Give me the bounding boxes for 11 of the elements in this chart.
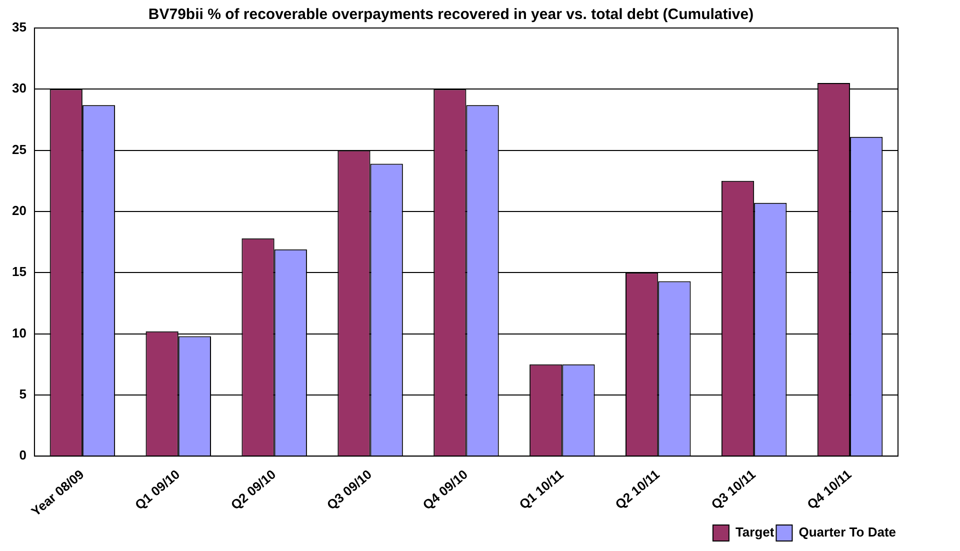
y-tick-label: 25 (12, 142, 26, 157)
y-tick-label: 30 (12, 80, 26, 96)
chart-title: BV79bii % of recoverable overpayments recovered in year vs. total debt (Cumulative) (148, 6, 754, 24)
y-tick-label: 20 (12, 203, 26, 218)
y-tick-label: 0 (19, 448, 26, 463)
legend-label: Quarter To Date (798, 524, 896, 540)
y-tick-label: 35 (12, 20, 26, 35)
y-tick-label: 15 (12, 264, 26, 280)
y-tick-label: 5 (19, 386, 26, 402)
y-tick-label: 10 (12, 325, 26, 340)
legend-label: Target (735, 524, 775, 540)
